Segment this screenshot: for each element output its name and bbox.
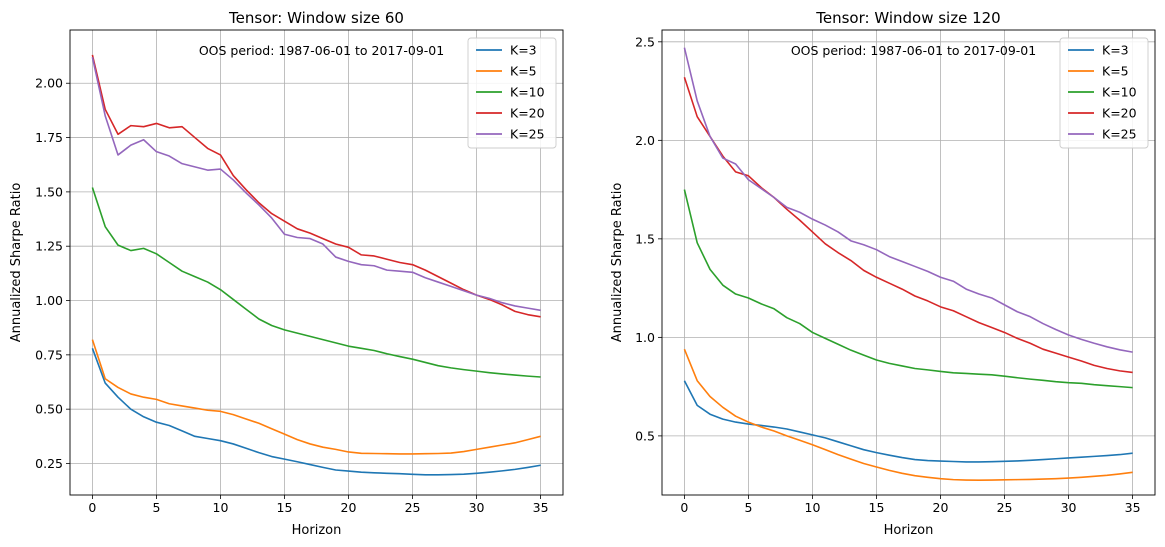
chart-title: Tensor: Window size 60 — [228, 9, 404, 27]
series-line-k-3 — [683, 380, 1133, 463]
legend-label: K=20 — [1102, 106, 1137, 121]
x-tick-label: 25 — [997, 500, 1013, 515]
x-tick-label: 35 — [533, 500, 549, 515]
y-tick-label: 0.25 — [35, 456, 63, 471]
series-line-k-5 — [683, 348, 1133, 482]
x-tick-label: 0 — [680, 500, 688, 515]
legend-label: K=10 — [1102, 85, 1137, 100]
y-tick-label: 1.00 — [35, 293, 63, 308]
series-line-k-25 — [91, 56, 541, 312]
legend-box — [467, 37, 557, 149]
y-tick-label: 0.50 — [35, 402, 63, 417]
x-tick-label: 20 — [341, 500, 357, 515]
legend-label: K=25 — [1102, 127, 1137, 142]
y-tick-label: 1.5 — [635, 231, 655, 246]
x-tick-label: 20 — [933, 500, 949, 515]
x-tick-label: 30 — [469, 500, 485, 515]
legend: K=3 K=5 K=10 K=20 K=25 — [467, 37, 557, 149]
y-tick-label: 1.50 — [35, 184, 63, 199]
y-tick-label: 2.0 — [635, 133, 655, 148]
x-tick-label: 10 — [805, 500, 821, 515]
legend-box — [1059, 37, 1149, 149]
y-tick-label: 0.75 — [35, 347, 63, 362]
legend-label: K=5 — [1102, 64, 1129, 79]
axes-frame — [69, 29, 564, 496]
series-line-k-20 — [683, 77, 1133, 374]
x-tick-label: 35 — [1125, 500, 1141, 515]
legend-label: K=3 — [510, 43, 537, 58]
legend-label: K=5 — [510, 64, 537, 79]
y-tick-label: 2.00 — [35, 76, 63, 91]
series-line-k-10 — [683, 189, 1133, 389]
oos-annotation: OOS period: 1987-06-01 to 2017-09-01 — [791, 43, 1036, 58]
series-line-k-20 — [91, 54, 541, 318]
x-tick-label: 0 — [88, 500, 96, 515]
x-axis-label: Horizon — [884, 523, 934, 538]
series-line-k-10 — [91, 187, 541, 378]
legend-label: K=10 — [510, 85, 545, 100]
axes-frame — [661, 29, 1156, 496]
right-chart-panel: 0 5 10 15 20 25 30 35 0.5 1.0 1.5 2.0 2.5 Tensor: Win… — [610, 9, 1156, 538]
y-tick-label: 1.0 — [635, 330, 655, 345]
y-tick-label: 2.5 — [635, 34, 655, 49]
x-tick-label: 5 — [744, 500, 752, 515]
x-tick-label: 10 — [213, 500, 229, 515]
legend-label: K=25 — [510, 127, 545, 142]
legend-label: K=3 — [1102, 43, 1129, 58]
y-axis-label: Annualized Sharpe Ratio — [9, 183, 24, 343]
series-line-k-5 — [91, 339, 541, 455]
y-tick-label: 1.25 — [35, 239, 63, 254]
x-tick-label: 5 — [152, 500, 160, 515]
y-tick-label: 1.75 — [35, 130, 63, 145]
chart-title: Tensor: Window size 120 — [815, 9, 1000, 27]
legend: K=3 K=5 K=10 K=20 K=25 — [1059, 37, 1149, 149]
series-line-k-3 — [91, 348, 541, 476]
x-tick-label: 15 — [277, 500, 293, 515]
y-tick-label: 0.5 — [635, 428, 655, 443]
oos-annotation: OOS period: 1987-06-01 to 2017-09-01 — [199, 43, 444, 58]
legend-label: K=20 — [510, 106, 545, 121]
series-line-k-25 — [683, 47, 1133, 353]
x-tick-label: 25 — [405, 500, 421, 515]
y-axis-label: Annualized Sharpe Ratio — [610, 183, 625, 343]
x-tick-label: 15 — [869, 500, 885, 515]
left-chart-panel: 0 5 10 15 20 25 30 35 0.25 0.50 0.75 1.00 1.25 1.50 1.… — [9, 9, 564, 538]
x-axis-label: Horizon — [292, 523, 342, 538]
x-tick-label: 30 — [1061, 500, 1077, 515]
